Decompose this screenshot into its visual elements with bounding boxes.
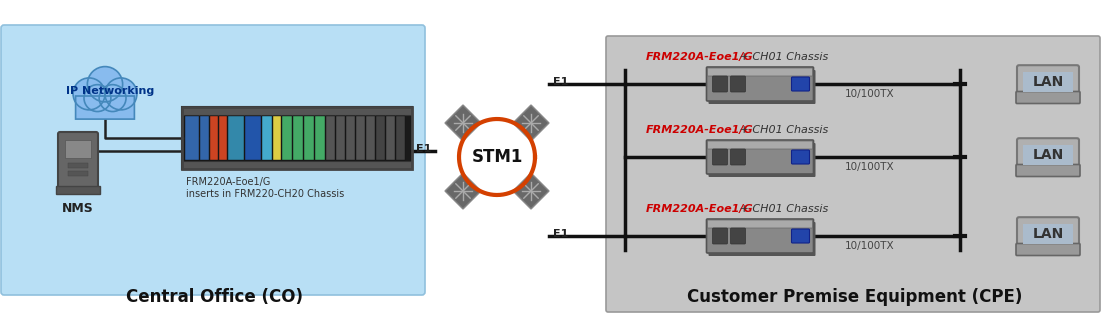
Text: IP Networking: IP Networking [66, 86, 154, 96]
Bar [346, 116, 355, 160]
FancyBboxPatch shape [1017, 217, 1079, 248]
Text: inserts in FRM220-CH20 Chassis: inserts in FRM220-CH20 Chassis [186, 189, 344, 199]
FancyBboxPatch shape [707, 141, 812, 149]
FancyBboxPatch shape [1016, 91, 1080, 104]
Bar [376, 116, 385, 160]
Bar [65, 140, 91, 158]
Bar [245, 116, 261, 160]
Bar [68, 171, 88, 176]
FancyBboxPatch shape [1023, 224, 1073, 243]
Bar [56, 186, 100, 194]
FancyBboxPatch shape [731, 228, 745, 244]
Bar [366, 116, 375, 160]
Text: LAN: LAN [1033, 148, 1063, 162]
Bar [219, 116, 227, 160]
FancyBboxPatch shape [791, 229, 810, 243]
FancyBboxPatch shape [1016, 243, 1080, 256]
Text: STM1: STM1 [472, 148, 522, 166]
FancyBboxPatch shape [706, 219, 813, 253]
Bar [182, 107, 412, 115]
Text: 10/100TX: 10/100TX [845, 241, 895, 251]
FancyBboxPatch shape [76, 96, 134, 119]
Bar [199, 116, 209, 160]
Bar [68, 163, 88, 168]
FancyBboxPatch shape [1016, 165, 1080, 176]
FancyBboxPatch shape [1, 25, 425, 295]
FancyBboxPatch shape [182, 107, 412, 169]
Bar [304, 116, 314, 160]
Bar [396, 116, 406, 160]
Text: Central Office (CO): Central Office (CO) [127, 288, 303, 306]
Text: LAN: LAN [1033, 227, 1063, 241]
FancyBboxPatch shape [709, 70, 815, 104]
Bar [315, 116, 325, 160]
Bar [185, 116, 199, 160]
Circle shape [73, 78, 105, 110]
FancyBboxPatch shape [709, 143, 815, 177]
FancyBboxPatch shape [713, 76, 727, 92]
Bar [210, 116, 218, 160]
Text: NMS: NMS [62, 202, 94, 215]
FancyBboxPatch shape [706, 140, 813, 174]
Circle shape [87, 67, 122, 102]
Bar [182, 161, 412, 169]
Bar [228, 116, 244, 160]
Polygon shape [445, 173, 480, 209]
FancyBboxPatch shape [1017, 65, 1079, 96]
Text: FRM220A-Eoe1/G: FRM220A-Eoe1/G [646, 125, 754, 135]
Bar [262, 116, 272, 160]
FancyBboxPatch shape [58, 132, 98, 188]
Text: LAN: LAN [1033, 75, 1063, 89]
Text: FRM220A-Eoe1/G: FRM220A-Eoe1/G [646, 52, 754, 62]
Bar [386, 116, 395, 160]
FancyBboxPatch shape [606, 36, 1100, 312]
FancyBboxPatch shape [791, 77, 810, 91]
Bar [273, 116, 281, 160]
FancyBboxPatch shape [707, 68, 812, 76]
Polygon shape [514, 105, 549, 141]
Bar [282, 116, 292, 160]
Circle shape [105, 78, 137, 110]
Text: E1: E1 [553, 77, 569, 87]
FancyBboxPatch shape [1023, 145, 1073, 165]
Bar [326, 116, 335, 160]
FancyBboxPatch shape [713, 228, 727, 244]
Polygon shape [514, 173, 549, 209]
Text: 10/100TX: 10/100TX [845, 89, 895, 99]
Text: E1: E1 [415, 144, 431, 154]
Bar [356, 116, 365, 160]
FancyBboxPatch shape [791, 150, 810, 164]
FancyBboxPatch shape [731, 149, 745, 165]
FancyBboxPatch shape [1017, 138, 1079, 170]
FancyBboxPatch shape [707, 220, 812, 228]
Bar [293, 116, 303, 160]
Text: Customer Premise Equipment (CPE): Customer Premise Equipment (CPE) [688, 288, 1023, 306]
FancyBboxPatch shape [713, 149, 727, 165]
Text: + CH01 Chassis: + CH01 Chassis [736, 52, 829, 62]
Text: + CH01 Chassis: + CH01 Chassis [736, 204, 829, 214]
Text: FRM220A-Eoe1/G: FRM220A-Eoe1/G [646, 204, 754, 214]
FancyBboxPatch shape [1023, 72, 1073, 91]
Polygon shape [445, 105, 480, 141]
Circle shape [84, 85, 111, 111]
Bar [336, 116, 345, 160]
Text: FRM220A-Eoe1/G: FRM220A-Eoe1/G [186, 177, 270, 187]
Text: 10/100TX: 10/100TX [845, 162, 895, 172]
Text: E1: E1 [553, 229, 569, 239]
FancyBboxPatch shape [706, 67, 813, 101]
Circle shape [99, 85, 126, 111]
FancyBboxPatch shape [731, 76, 745, 92]
FancyBboxPatch shape [709, 222, 815, 256]
Text: + CH01 Chassis: + CH01 Chassis [736, 125, 829, 135]
